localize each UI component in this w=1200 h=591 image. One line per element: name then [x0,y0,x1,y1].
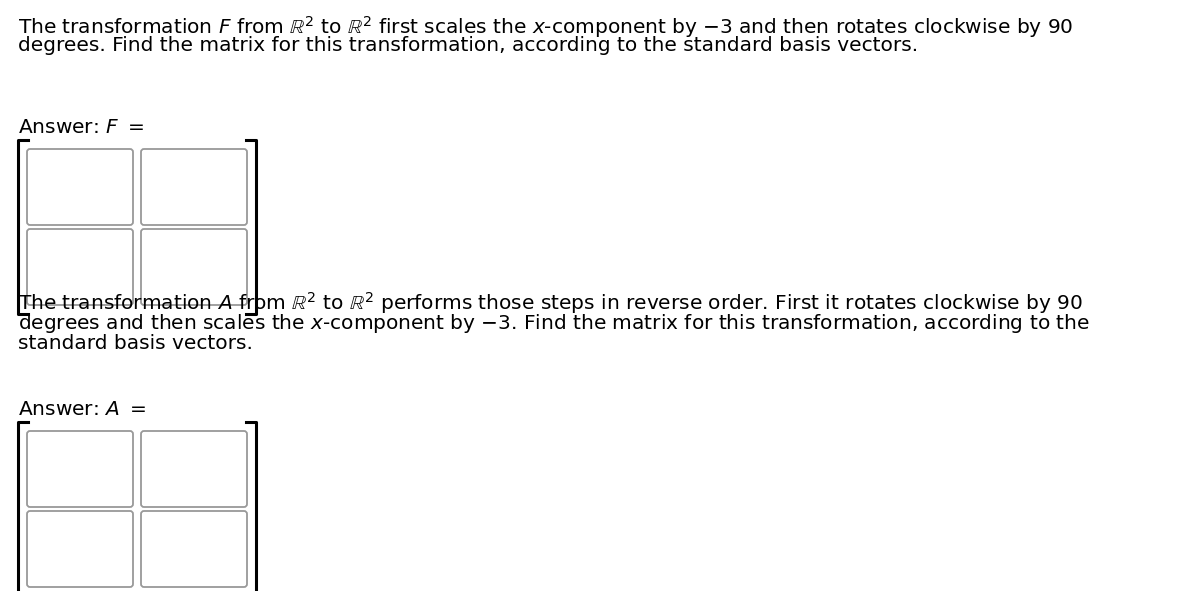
FancyBboxPatch shape [28,511,133,587]
Text: The transformation $F$ from $\mathbb{R}^2$ to $\mathbb{R}^2$ first scales the $x: The transformation $F$ from $\mathbb{R}^… [18,14,1074,40]
Text: standard basis vectors.: standard basis vectors. [18,334,253,353]
FancyBboxPatch shape [142,149,247,225]
Text: The transformation $A$ from $\mathbb{R}^2$ to $\mathbb{R}^2$ performs those step: The transformation $A$ from $\mathbb{R}^… [18,290,1084,316]
Text: Answer: $A\ =$: Answer: $A\ =$ [18,400,146,419]
Text: Answer: $F\ =$: Answer: $F\ =$ [18,118,144,137]
Text: degrees. Find the matrix for this transformation, according to the standard basi: degrees. Find the matrix for this transf… [18,36,918,55]
FancyBboxPatch shape [142,511,247,587]
FancyBboxPatch shape [142,229,247,305]
Text: degrees and then scales the $x$-component by $-3$. Find the matrix for this tran: degrees and then scales the $x$-componen… [18,312,1090,335]
FancyBboxPatch shape [28,149,133,225]
FancyBboxPatch shape [142,431,247,507]
FancyBboxPatch shape [28,431,133,507]
FancyBboxPatch shape [28,229,133,305]
